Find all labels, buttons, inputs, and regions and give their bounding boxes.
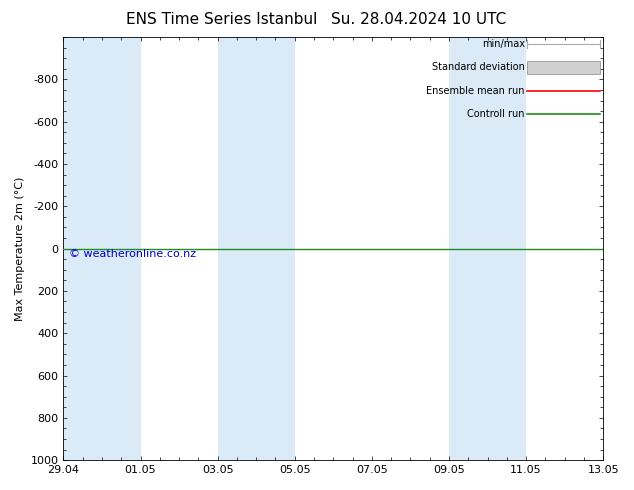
Bar: [488, 37, 526, 460]
Text: min/max: min/max: [482, 39, 525, 49]
Bar: [527, 61, 600, 74]
Text: © weatheronline.co.nz: © weatheronline.co.nz: [69, 249, 196, 259]
Text: Ensemble mean run: Ensemble mean run: [427, 86, 525, 96]
Text: Su. 28.04.2024 10 UTC: Su. 28.04.2024 10 UTC: [331, 12, 506, 27]
Bar: [449, 37, 488, 460]
Text: ENS Time Series Istanbul: ENS Time Series Istanbul: [126, 12, 318, 27]
Bar: [256, 37, 295, 460]
Text: Controll run: Controll run: [467, 109, 525, 119]
Bar: [217, 37, 256, 460]
Bar: [63, 37, 141, 460]
Text: Standard deviation: Standard deviation: [432, 62, 525, 73]
Y-axis label: Max Temperature 2m (°C): Max Temperature 2m (°C): [15, 176, 25, 321]
